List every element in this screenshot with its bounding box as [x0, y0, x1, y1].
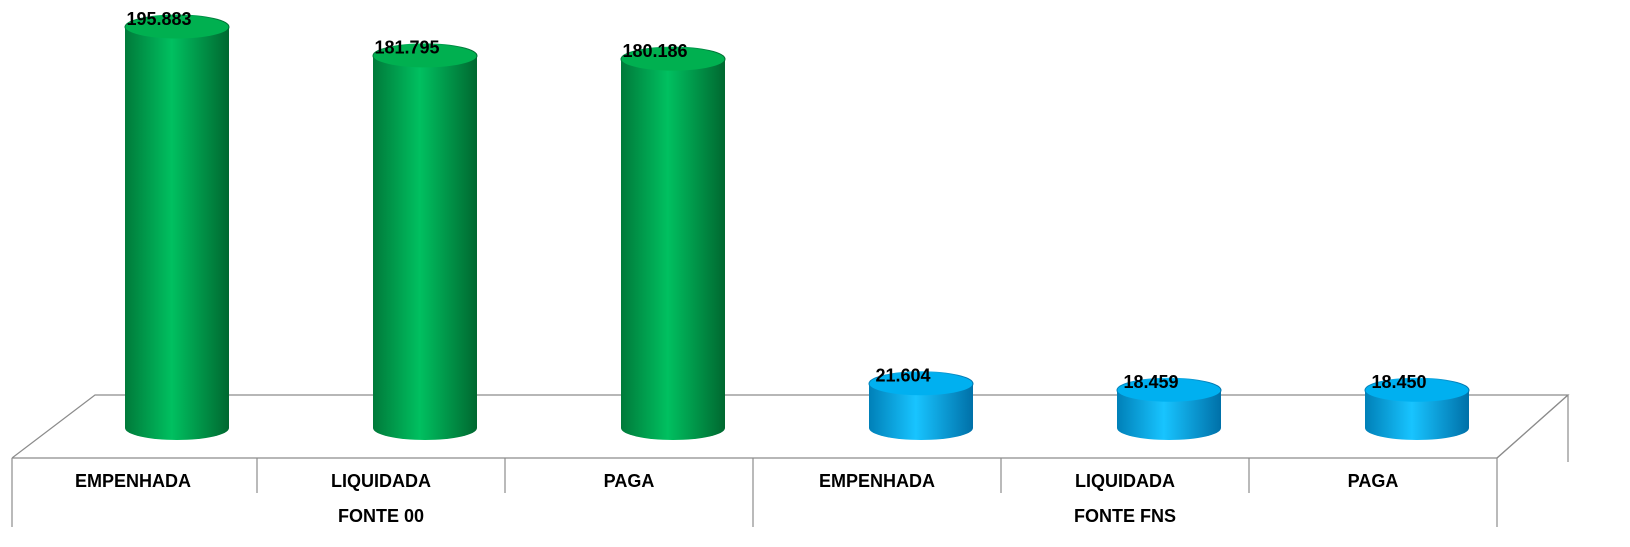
value-label: 181.795: [374, 38, 439, 58]
group-label: FONTE FNS: [1074, 506, 1176, 526]
bar-top: [124, 14, 230, 40]
value-label: 18.450: [1371, 372, 1426, 392]
group-label: FONTE 00: [338, 506, 424, 526]
bar-top: [620, 46, 726, 72]
value-label: 21.604: [875, 366, 930, 386]
bar-top: [1364, 377, 1470, 403]
value-label: 180.186: [622, 41, 687, 61]
value-label: 195.883: [126, 9, 191, 29]
floor: [11, 394, 1570, 459]
x-tick-label: PAGA: [1348, 471, 1399, 491]
x-tick-label: PAGA: [604, 471, 655, 491]
bar: [373, 55, 477, 428]
bar-top: [372, 43, 478, 69]
bar-top: [868, 371, 974, 397]
bar: [621, 59, 725, 428]
x-tick-label: LIQUIDADA: [1075, 471, 1175, 491]
bar-top: [1116, 377, 1222, 403]
x-tick-label: LIQUIDADA: [331, 471, 431, 491]
x-tick-label: EMPENHADA: [75, 471, 191, 491]
value-label: 18.459: [1123, 372, 1178, 392]
bar: [125, 27, 229, 428]
x-tick-label: EMPENHADA: [819, 471, 935, 491]
floor-edge: [1496, 394, 1569, 459]
